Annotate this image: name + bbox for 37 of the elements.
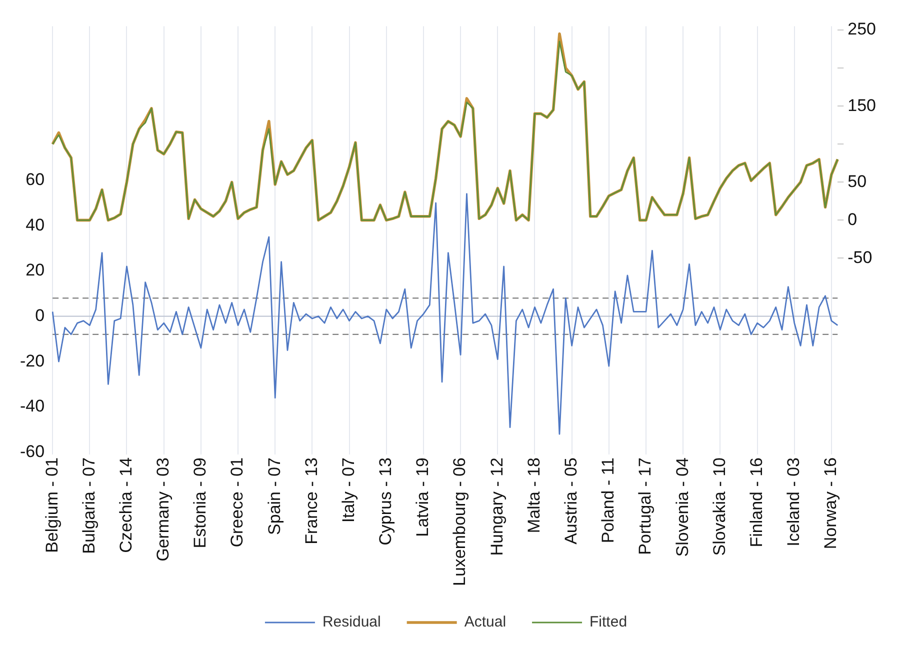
x-tick-label: Spain - 07 — [264, 457, 284, 535]
x-tick-label: Cyprus - 13 — [376, 457, 396, 546]
legend-label: Actual — [464, 614, 506, 631]
x-tick-label: Italy - 07 — [338, 457, 358, 523]
y2-tick-label: -50 — [848, 248, 872, 267]
x-tick-label: Estonia - 09 — [190, 457, 210, 548]
x-tick-label: Norway - 16 — [821, 457, 840, 550]
x-tick-label: Bulgaria - 07 — [79, 457, 98, 554]
x-tick-label: Belgium - 01 — [42, 457, 62, 553]
legend-label: Fitted — [590, 614, 628, 631]
y-tick-label: 0 — [35, 306, 45, 325]
x-tick-label: Latvia - 19 — [413, 457, 432, 537]
y2-tick-label: 150 — [848, 96, 876, 115]
x-tick-label: Portugal - 17 — [636, 457, 655, 555]
legend-label: Residual — [322, 614, 381, 631]
y-tick-label: -20 — [20, 351, 45, 370]
x-tick-label: Austria - 05 — [562, 457, 581, 544]
x-tick-label: Germany - 03 — [154, 457, 173, 562]
x-tick-label: Czechia - 14 — [116, 457, 136, 553]
y2-tick-label: 50 — [848, 172, 867, 191]
x-tick-label: Luxembourg - 06 — [450, 457, 470, 586]
y2-tick-label: 250 — [848, 20, 876, 39]
y-tick-label: 60 — [26, 170, 45, 189]
x-tick-label: Slovakia - 10 — [710, 457, 729, 556]
y-tick-label: -60 — [20, 442, 45, 461]
x-tick-label: Malta - 18 — [524, 457, 544, 534]
y-tick-label: 20 — [26, 260, 45, 280]
x-tick-label: Poland - 11 — [598, 457, 618, 544]
x-tick-label: France - 13 — [302, 457, 321, 544]
x-tick-label: Hungary - 12 — [487, 457, 506, 556]
y-tick-label: -40 — [20, 396, 45, 416]
y-tick-label: 40 — [26, 215, 45, 234]
y2-tick-label: 0 — [848, 210, 858, 229]
x-tick-label: Slovenia - 04 — [672, 457, 692, 557]
x-tick-label: Iceland - 03 — [784, 457, 804, 546]
x-tick-label: Greece - 01 — [228, 457, 247, 548]
x-tick-label: Finland - 16 — [746, 457, 766, 548]
